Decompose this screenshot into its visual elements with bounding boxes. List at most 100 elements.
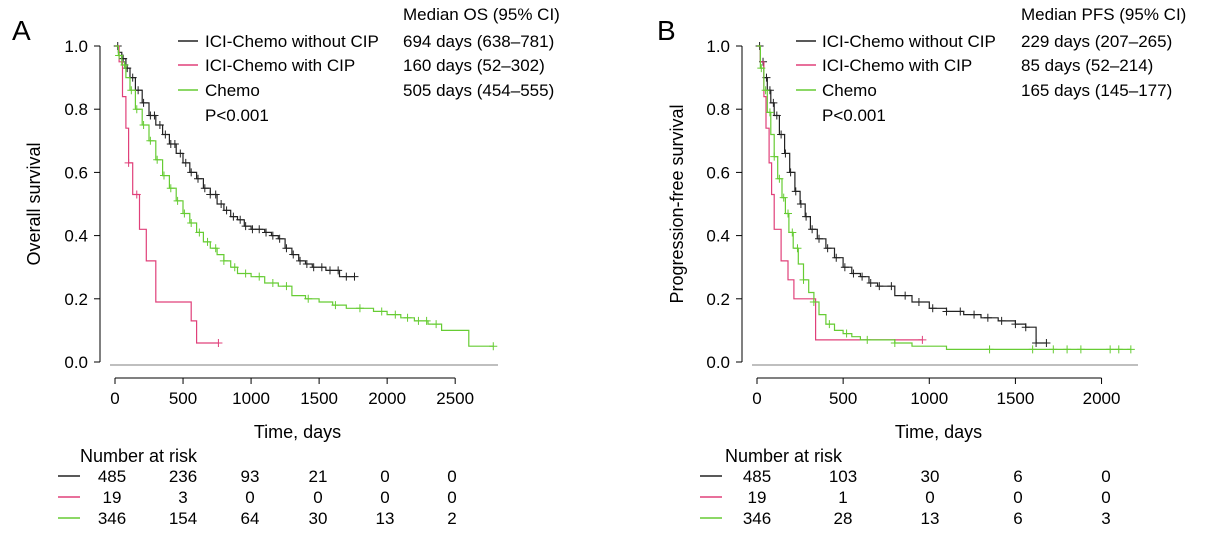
y-tick-label: 0.6: [706, 163, 730, 182]
censor-mark: [248, 225, 257, 234]
censor-mark: [170, 139, 179, 148]
risk-count: 3: [178, 488, 187, 507]
censor-mark: [377, 307, 386, 316]
censor-mark: [187, 168, 196, 177]
censor-mark: [120, 60, 129, 69]
legend-label: Chemo: [822, 81, 877, 100]
risk-count: 0: [1101, 488, 1110, 507]
panel-b: B 0.0 0.2 0.4 0.6 0.8 1.0 Progression-free surv…: [657, 5, 1186, 528]
censor-mark: [863, 335, 872, 344]
censor-mark: [1028, 345, 1037, 354]
censor-mark: [241, 269, 250, 278]
risk-count: 346: [98, 509, 126, 528]
x-tick-label: 0: [752, 389, 761, 408]
censor-mark: [815, 234, 824, 243]
censor-mark: [268, 231, 277, 240]
y-tick-label: 0.4: [64, 227, 88, 246]
x-tick-label: 2000: [1083, 389, 1121, 408]
risk-count: 93: [241, 467, 260, 486]
censor-mark: [772, 111, 781, 120]
censor-mark: [146, 136, 155, 145]
y-tick-label: 0.8: [64, 100, 88, 119]
risk-count: 0: [245, 488, 254, 507]
censor-mark: [203, 237, 212, 246]
censor-mark: [875, 282, 884, 291]
censor-mark: [127, 86, 136, 95]
censor-mark: [403, 313, 412, 322]
censor-mark: [901, 291, 910, 300]
censor-mark: [997, 316, 1006, 325]
censor-mark: [489, 342, 498, 351]
censor-mark: [983, 313, 992, 322]
censor-mark: [230, 263, 239, 272]
censor-mark: [194, 174, 203, 183]
legend-label: ICI-Chemo without CIP: [822, 32, 996, 51]
censor-mark: [858, 272, 867, 281]
censor-mark: [166, 184, 175, 193]
censor-mark: [793, 244, 802, 253]
censor-mark: [153, 155, 162, 164]
censor-mark: [334, 266, 343, 275]
panel-label: B: [657, 15, 676, 46]
censor-mark: [970, 310, 979, 319]
censor-mark: [808, 225, 817, 234]
censor-mark: [342, 272, 351, 281]
censor-mark: [255, 272, 264, 281]
series-2: [115, 45, 498, 351]
risk-count: 13: [921, 509, 940, 528]
series-2: [757, 45, 1135, 354]
legend-label: ICI-Chemo without CIP: [205, 32, 379, 51]
x-tick-label: 1000: [232, 389, 270, 408]
censor-mark: [1032, 339, 1041, 348]
censor-mark: [832, 253, 841, 262]
censor-mark: [422, 316, 431, 325]
y-tick-label: 0.2: [706, 290, 730, 309]
censor-mark: [918, 335, 927, 344]
censor-mark: [236, 215, 245, 224]
x-tick-label: 1500: [300, 389, 338, 408]
censor-mark: [317, 263, 326, 272]
median-header: Median OS (95% CI): [403, 5, 560, 24]
risk-count: 1: [838, 488, 847, 507]
risk-count: 30: [309, 509, 328, 528]
censor-mark: [866, 279, 875, 287]
censor-mark: [289, 250, 298, 259]
censor-mark: [176, 149, 185, 158]
censor-mark: [887, 282, 896, 291]
risk-count: 0: [1101, 467, 1110, 486]
risk-count: 6: [1013, 467, 1022, 486]
x-axis-label: Time, days: [895, 422, 982, 442]
risk-count: 6: [1013, 509, 1022, 528]
censor-mark: [282, 282, 291, 291]
risk-count: 2: [447, 509, 456, 528]
censor-mark: [802, 212, 811, 221]
p-value: P<0.001: [822, 106, 886, 125]
censor-mark: [765, 108, 774, 117]
censor-mark: [890, 339, 899, 348]
censor-mark: [761, 86, 770, 95]
risk-count: 0: [313, 488, 322, 507]
risk-count: 13: [376, 509, 395, 528]
censor-mark: [799, 275, 808, 284]
censor-mark: [119, 54, 128, 63]
censor-mark: [781, 149, 790, 158]
censor-mark: [1011, 320, 1020, 329]
risk-count: 0: [1013, 488, 1022, 507]
risk-table-title: Number at risk: [725, 446, 843, 466]
risk-count: 30: [921, 467, 940, 486]
risk-count: 0: [447, 467, 456, 486]
censor-mark: [842, 329, 851, 338]
x-tick-label: 1500: [996, 389, 1034, 408]
risk-count: 3: [1101, 509, 1110, 528]
censor-mark: [132, 190, 141, 199]
median-value: 505 days (454–555): [403, 81, 554, 100]
censor-mark: [985, 345, 994, 354]
censor-mark: [796, 200, 805, 208]
censor-mark: [139, 121, 148, 129]
x-tick-label: 2000: [368, 389, 406, 408]
risk-count: 236: [169, 467, 197, 486]
censor-mark: [173, 196, 182, 205]
y-tick-label: 0.4: [706, 227, 730, 246]
censor-mark: [309, 263, 318, 272]
y-tick-label: 0.2: [64, 290, 88, 309]
